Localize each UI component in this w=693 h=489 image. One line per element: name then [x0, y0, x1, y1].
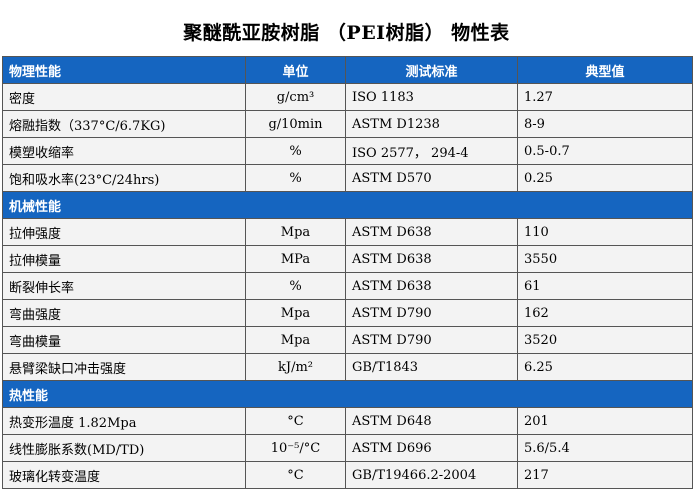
cell-standard: ASTM D696 — [345, 434, 518, 462]
table-row: 玻璃化转变温度 °C GB/T19466.2-2004 217 — [2, 461, 693, 489]
cell-standard: GB/T19466.2-2004 — [345, 461, 518, 489]
cell-unit: kJ/m² — [245, 353, 346, 381]
header-unit: 单位 — [245, 56, 346, 84]
cell-standard: ASTM D638 — [345, 218, 518, 246]
cell-unit: °C — [245, 461, 346, 489]
properties-table-body: 物理性能 单位 测试标准 典型值 密度 g/cm³ ISO 1183 1.27 熔融指数… — [2, 56, 693, 489]
cell-property: 弯曲强度 — [2, 299, 246, 327]
cell-value: 1.27 — [517, 83, 693, 111]
table-row: 弯曲强度 Mpa ASTM D790 162 — [2, 299, 693, 327]
cell-unit: MPa — [245, 245, 346, 273]
cell-property: 饱和吸水率(23°C/24hrs) — [2, 164, 246, 192]
header-standard: 测试标准 — [345, 56, 518, 84]
cell-standard: ISO 1183 — [345, 83, 518, 111]
properties-table: 物理性能 单位 测试标准 典型值 密度 g/cm³ ISO 1183 1.27 熔融指数… — [2, 56, 693, 489]
cell-property: 线性膨胀系数(MD/TD) — [2, 434, 246, 462]
cell-value: 110 — [517, 218, 693, 246]
cell-value: 217 — [517, 461, 693, 489]
cell-property: 密度 — [2, 83, 246, 111]
table-header-row: 物理性能 单位 测试标准 典型值 — [2, 56, 693, 84]
cell-value: 3550 — [517, 245, 693, 273]
cell-property: 悬臂梁缺口冲击强度 — [2, 353, 246, 381]
cell-standard: ISO 2577， 294-4 — [345, 137, 518, 165]
cell-property: 熔融指数（337°C/6.7KG) — [2, 110, 246, 138]
section-header-row: 热性能 — [2, 380, 693, 408]
cell-unit: Mpa — [245, 299, 346, 327]
table-row: 弯曲模量 Mpa ASTM D790 3520 — [2, 326, 693, 354]
table-row: 悬臂梁缺口冲击强度 kJ/m² GB/T1843 6.25 — [2, 353, 693, 381]
table-row: 模塑收缩率% ISO 2577， 294-4 0.5-0.7 — [2, 137, 693, 165]
cell-value: 162 — [517, 299, 693, 327]
cell-standard: GB/T1843 — [345, 353, 518, 381]
cell-unit: g/cm³ — [245, 83, 346, 111]
section-header-row: 机械性能 — [2, 191, 693, 219]
cell-property: 弯曲模量 — [2, 326, 246, 354]
cell-unit: Mpa — [245, 326, 346, 354]
cell-value: 0.5-0.7 — [517, 137, 693, 165]
cell-standard: ASTM D638 — [345, 272, 518, 300]
cell-value: 201 — [517, 407, 693, 435]
cell-unit: g/10min — [245, 110, 346, 138]
cell-value: 3520 — [517, 326, 693, 354]
cell-unit: 10⁻⁵/°C — [245, 434, 346, 462]
cell-unit: % — [245, 272, 346, 300]
cell-standard: ASTM D638 — [345, 245, 518, 273]
cell-value: 5.6/5.4 — [517, 434, 693, 462]
cell-standard: ASTM D790 — [345, 299, 518, 327]
cell-value: 6.25 — [517, 353, 693, 381]
cell-property: 断裂伸长率 — [2, 272, 246, 300]
table-row: 拉伸强度 Mpa ASTM D638 110 — [2, 218, 693, 246]
cell-value: 61 — [517, 272, 693, 300]
page-title: 聚醚酰亚胺树脂 （PEI树脂） 物性表 — [183, 22, 510, 44]
cell-property: 模塑收缩率 — [2, 137, 246, 165]
header-property: 物理性能 — [2, 56, 246, 84]
cell-property: 拉伸模量 — [2, 245, 246, 273]
cell-property: 玻璃化转变温度 — [2, 461, 246, 489]
cell-unit: Mpa — [245, 218, 346, 246]
table-row: 线性膨胀系数(MD/TD) 10⁻⁵/°C ASTM D696 5.6/5.4 — [2, 434, 693, 462]
cell-standard: ASTM D790 — [345, 326, 518, 354]
table-row: 断裂伸长率% ASTM D638 61 — [2, 272, 693, 300]
section-label: 热性能 — [2, 380, 693, 408]
table-row: 热变形温度 1.82Mpa °C ASTM D648 201 — [2, 407, 693, 435]
table-row: 密度 g/cm³ ISO 1183 1.27 — [2, 83, 693, 111]
cell-value: 8-9 — [517, 110, 693, 138]
header-value: 典型值 — [517, 56, 693, 84]
cell-standard: ASTM D648 — [345, 407, 518, 435]
cell-property: 拉伸强度 — [2, 218, 246, 246]
cell-standard: ASTM D570 — [345, 164, 518, 192]
table-row: 饱和吸水率(23°C/24hrs)% ASTM D570 0.25 — [2, 164, 693, 192]
cell-unit: °C — [245, 407, 346, 435]
cell-unit: % — [245, 164, 346, 192]
cell-unit: % — [245, 137, 346, 165]
section-label: 机械性能 — [2, 191, 693, 219]
table-row: 拉伸模量 MPa ASTM D638 3550 — [2, 245, 693, 273]
cell-standard: ASTM D1238 — [345, 110, 518, 138]
table-row: 熔融指数（337°C/6.7KG) g/10min ASTM D1238 8-9 — [2, 110, 693, 138]
cell-property: 热变形温度 1.82Mpa — [2, 407, 246, 435]
cell-value: 0.25 — [517, 164, 693, 192]
